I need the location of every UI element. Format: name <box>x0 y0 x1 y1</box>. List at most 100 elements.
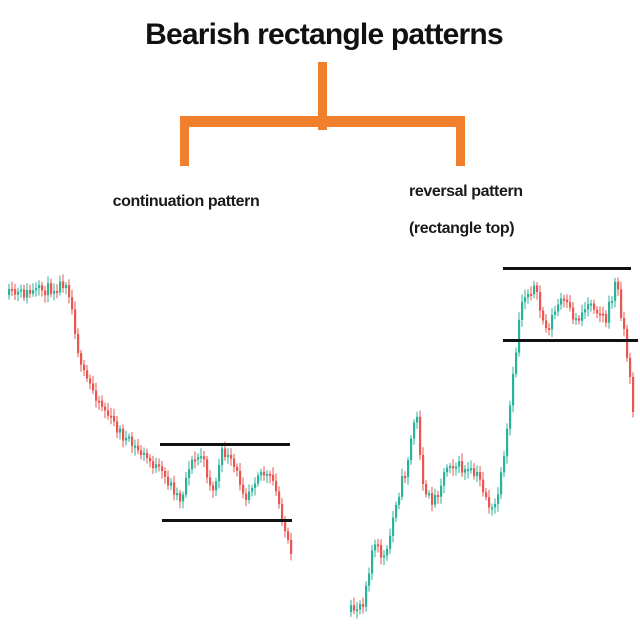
reversal-candle-body <box>431 493 434 505</box>
continuation-candle-body <box>119 428 122 433</box>
reversal-candle-body <box>452 466 455 469</box>
reversal-candle-body <box>401 476 404 497</box>
continuation-candle-body <box>215 481 218 491</box>
reversal-candle-body <box>512 373 515 406</box>
continuation-candle-body <box>182 494 185 502</box>
continuation-candle-body <box>134 445 137 448</box>
continuation-candle-body <box>239 470 242 485</box>
continuation-candle-body <box>245 493 248 500</box>
reversal-candle-body <box>365 585 368 607</box>
reversal-candle-body <box>350 605 353 612</box>
continuation-candle-body <box>269 473 272 476</box>
continuation-candle-body <box>137 445 140 451</box>
reversal-candle-body <box>572 307 575 320</box>
reversal-candle-body <box>488 497 491 508</box>
continuation-candle-body <box>128 436 131 439</box>
continuation-candle-body <box>257 475 260 484</box>
reversal-candle-body <box>437 494 440 497</box>
reversal-candle-body <box>464 469 467 473</box>
continuation-candle-body <box>242 484 245 494</box>
continuation-candle-body <box>233 458 236 467</box>
reversal-candle-body <box>446 467 449 473</box>
reversal-candle-body <box>356 609 359 612</box>
reversal-candle-body <box>359 603 362 610</box>
reversal-chart <box>350 277 635 619</box>
reversal-candle-body <box>467 468 470 471</box>
continuation-candle-body <box>122 428 125 441</box>
continuation-candle-body <box>206 459 209 478</box>
continuation-candle-body <box>248 491 251 500</box>
continuation-candle-body <box>284 522 287 532</box>
continuation-candle-body <box>287 531 290 540</box>
continuation-candle-body <box>254 483 257 488</box>
continuation-candle-body <box>68 285 71 298</box>
continuation-candle-body <box>197 457 200 460</box>
continuation-candle-body <box>23 289 26 298</box>
continuation-candle-body <box>62 281 65 288</box>
reversal-candle-body <box>548 328 551 331</box>
continuation-candle-body <box>218 464 221 482</box>
continuation-candle-body <box>44 290 47 296</box>
reversal-candle-body <box>596 309 599 314</box>
continuation-candle-body <box>185 477 188 495</box>
continuation-candle-body <box>74 309 77 334</box>
reversal-candle-body <box>422 454 425 484</box>
continuation-candle-body <box>290 539 293 554</box>
continuation-candle-body <box>155 464 158 469</box>
reversal-candle-body <box>500 472 503 495</box>
continuation-candle-body <box>263 471 266 476</box>
reversal-candle-body <box>479 471 482 480</box>
reversal-candle-body <box>533 285 536 295</box>
continuation-candle-body <box>14 289 17 295</box>
reversal-candle-body <box>620 289 623 319</box>
reversal-candle-body <box>563 298 566 301</box>
continuation-candle-body <box>140 450 143 456</box>
continuation-candle-body <box>29 289 32 294</box>
continuation-candle-body <box>212 485 215 491</box>
reversal-candle-body <box>389 535 392 549</box>
orange-bracket <box>180 62 465 166</box>
continuation-candle-body <box>41 285 44 291</box>
continuation-candle-body <box>20 289 23 292</box>
reversal-candle-body <box>392 517 395 536</box>
continuation-candle-body <box>107 410 110 416</box>
continuation-resistance-line <box>160 443 290 446</box>
continuation-candle-body <box>200 456 203 459</box>
reversal-candle-body <box>557 304 560 312</box>
continuation-pattern-label: continuation pattern <box>113 193 260 210</box>
continuation-candle-body <box>224 448 227 458</box>
continuation-candle-body <box>71 297 74 310</box>
continuation-candle-body <box>158 464 161 467</box>
continuation-candle-body <box>65 285 68 288</box>
continuation-candle-body <box>32 290 35 294</box>
reversal-candle-body <box>482 479 485 493</box>
reversal-candle-body <box>515 352 518 374</box>
reversal-candle-body <box>626 328 629 358</box>
reversal-support-line <box>503 339 638 342</box>
reversal-candle-body <box>395 504 398 518</box>
reversal-candle-body <box>542 310 545 321</box>
continuation-candle-body <box>113 415 116 422</box>
continuation-candle-body <box>50 283 53 294</box>
continuation-candle-body <box>86 370 89 379</box>
reversal-candle-body <box>569 302 572 308</box>
continuation-candle-body <box>47 283 50 296</box>
reversal-candle-body <box>443 472 446 486</box>
continuation-candle-body <box>143 453 146 456</box>
continuation-candle-body <box>131 436 134 446</box>
reversal-pattern-label: reversal pattern <box>409 183 523 200</box>
reversal-candle-body <box>590 303 593 306</box>
reversal-candle-body <box>521 301 524 320</box>
reversal-candle-body <box>374 544 377 551</box>
reversal-candle-body <box>629 357 632 377</box>
continuation-candle-body <box>272 474 275 481</box>
continuation-chart <box>8 274 293 561</box>
continuation-candle-body <box>281 504 284 523</box>
reversal-candle-body <box>494 503 497 508</box>
bracket-bar <box>180 116 465 127</box>
reversal-candle-body <box>425 483 428 495</box>
reversal-candle-body <box>458 461 461 467</box>
reversal-rectangle <box>503 267 638 342</box>
reversal-candle-body <box>566 299 569 303</box>
